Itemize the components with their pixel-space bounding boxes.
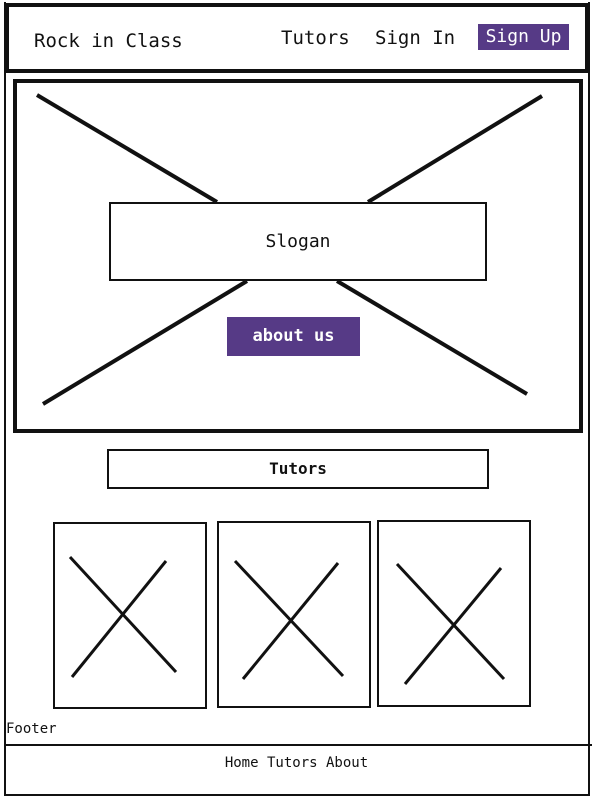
page-frame [4,2,590,796]
tutor-placeholder-cross-line [70,560,168,678]
hero-placeholder-cross-line [366,94,544,204]
footer-nav: Home Tutors About [0,755,593,771]
tutor-card[interactable] [377,520,531,707]
footer-home-link[interactable]: Home [224,755,259,771]
tutor-card[interactable] [53,522,207,709]
hero-placeholder-cross-line [35,93,219,204]
hero-placeholder-image [35,93,544,406]
hero-placeholder-cross-line [335,279,529,396]
tutor-placeholder-image [233,559,345,680]
nav-tutors-link[interactable]: Tutors [281,27,350,49]
tutor-placeholder-cross-line [395,562,506,681]
tutor-placeholder-image [395,562,506,685]
tutors-section-heading: Tutors [107,449,489,489]
footer-tutors-link[interactable]: Tutors [266,755,318,771]
footer-divider [4,744,592,746]
tutor-card[interactable] [217,521,371,708]
tutor-placeholder-image [68,555,178,678]
tutor-placeholder-cross-line [241,562,340,680]
tutor-placeholder-cross-line [233,559,345,678]
slogan-text: Slogan [109,202,487,281]
nav-sign-in-link[interactable]: Sign In [375,27,456,49]
tutor-placeholder-cross-line [403,567,503,685]
hero-placeholder-cross-line [41,279,249,406]
sign-up-button[interactable]: Sign Up [478,24,569,50]
footer-label: Footer [6,721,57,737]
brand-name[interactable]: Rock in Class [34,30,183,52]
footer-about-link[interactable]: About [326,755,369,771]
about-us-button[interactable]: about us [227,317,360,356]
